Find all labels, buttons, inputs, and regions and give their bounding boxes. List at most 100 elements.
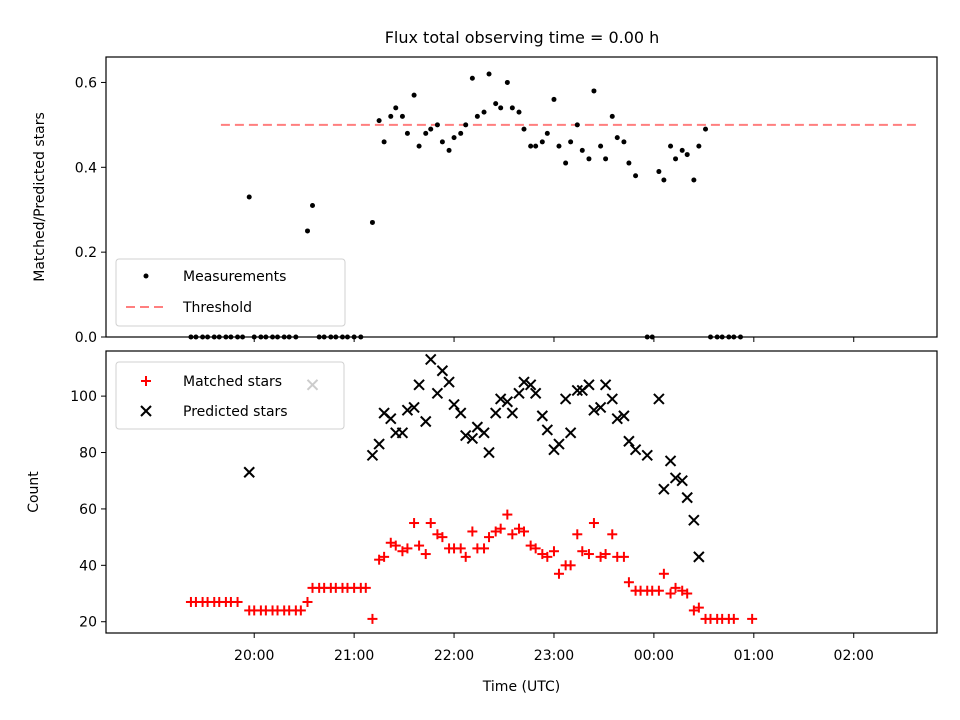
measurement-point	[446, 147, 452, 153]
legend-predicted-label: Predicted stars	[183, 404, 288, 420]
measurement-point	[521, 126, 527, 132]
measurement-point	[528, 143, 534, 149]
legend-threshold-label: Threshold	[182, 300, 252, 316]
measurement-point	[509, 105, 515, 111]
matched-point	[467, 526, 478, 537]
measurement-point	[404, 130, 410, 136]
matched-point	[553, 568, 564, 579]
legend-predicted-marker	[140, 405, 152, 417]
bottom-y-tick-label: 60	[79, 502, 97, 518]
measurement-point	[533, 143, 539, 149]
predicted-point	[431, 387, 444, 400]
matched-point	[425, 518, 436, 529]
matched-point	[402, 543, 413, 554]
measurement-point	[614, 135, 620, 141]
measurement-point	[603, 156, 609, 162]
matched-point	[360, 582, 371, 593]
predicted-point	[676, 475, 688, 487]
measurement-point	[369, 219, 375, 225]
matched-point	[682, 588, 693, 599]
measurement-point	[633, 173, 639, 179]
matched-point	[502, 509, 513, 520]
measurement-point	[626, 160, 632, 166]
predicted-point	[629, 443, 642, 456]
measurement-point	[563, 160, 569, 166]
measurement-point	[486, 71, 492, 77]
predicted-point	[483, 446, 495, 459]
matched-point	[653, 585, 664, 596]
predicted-point	[588, 404, 600, 416]
matched-point	[623, 577, 634, 588]
predicted-point	[559, 393, 572, 405]
measurement-point	[568, 139, 574, 145]
predicted-point	[396, 427, 409, 439]
top-y-axis-label: Matched/Predicted stars	[32, 112, 48, 282]
measurement-point	[493, 101, 499, 107]
predicted-point	[618, 410, 630, 422]
bottom-y-tick-label: 100	[70, 389, 97, 405]
measurement-point	[703, 126, 709, 132]
predicted-point	[408, 401, 420, 414]
measurement-point	[691, 177, 697, 183]
measurement-point	[423, 130, 429, 136]
predicted-point	[518, 376, 530, 388]
predicted-point	[513, 387, 525, 400]
measurement-point	[656, 169, 662, 175]
measurement-point	[416, 143, 422, 149]
measurement-point	[668, 143, 674, 149]
predicted-point	[436, 365, 449, 377]
predicted-point	[506, 407, 519, 419]
measurement-point	[609, 113, 615, 119]
matched-point	[747, 613, 758, 624]
measurement-point	[411, 92, 417, 98]
measurement-point	[586, 156, 592, 162]
predicted-point	[541, 424, 554, 436]
measurement-point	[434, 122, 440, 128]
measurement-point	[451, 135, 457, 141]
predicted-point	[489, 407, 502, 419]
predicted-point	[494, 393, 507, 405]
measurement-point	[399, 113, 405, 119]
predicted-point	[664, 455, 677, 467]
x-tick-label: 02:00	[834, 648, 874, 664]
matched-point	[618, 551, 629, 562]
measurement-point	[439, 139, 445, 145]
matched-point	[588, 518, 599, 529]
bottom-y-tick-label: 80	[79, 446, 97, 462]
bottom-y-axis-label: Count	[26, 471, 42, 513]
matched-point	[460, 551, 471, 562]
top-y-tick-label: 0.6	[75, 75, 97, 91]
matched-point	[409, 518, 420, 529]
top-y-tick-label: 0.4	[75, 160, 97, 176]
measurement-point	[474, 113, 480, 119]
measurement-point	[579, 147, 585, 153]
measurement-point	[463, 122, 469, 128]
x-tick-label: 01:00	[734, 648, 774, 664]
measurement-point	[574, 122, 580, 128]
matched-point	[670, 582, 681, 593]
top-legend-box	[115, 258, 346, 327]
matched-point	[484, 532, 495, 543]
measurement-point	[621, 139, 627, 145]
measurement-point	[458, 130, 464, 136]
predicted-point	[653, 393, 665, 405]
predicted-point	[599, 379, 612, 391]
predicted-point	[501, 396, 514, 408]
predicted-point	[478, 427, 490, 439]
matched-point	[728, 613, 739, 624]
predicted-point	[455, 407, 467, 419]
measurement-point	[696, 143, 702, 149]
predicted-point	[606, 393, 618, 405]
matched-point	[437, 532, 448, 543]
matched-point	[530, 543, 541, 554]
legend-matched-marker	[141, 376, 151, 386]
predicted-point	[448, 398, 460, 411]
legend-measurements-marker	[143, 273, 149, 279]
measurement-point	[598, 143, 604, 149]
measurement-point	[246, 194, 252, 200]
predicted-point	[571, 384, 583, 397]
predicted-point	[413, 379, 425, 391]
matched-point	[302, 596, 313, 607]
matched-point	[693, 602, 704, 613]
measurement-point	[428, 126, 434, 132]
